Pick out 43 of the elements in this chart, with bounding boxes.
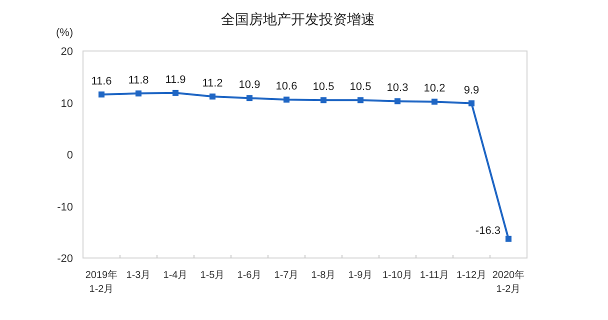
data-label: 11.2 xyxy=(202,78,223,90)
data-label: 9.9 xyxy=(464,84,480,96)
point xyxy=(394,98,400,104)
point xyxy=(284,96,290,103)
point xyxy=(136,90,142,96)
data-label: 11.6 xyxy=(91,75,112,88)
x-tick-label: 1-4月 xyxy=(163,270,188,281)
point xyxy=(172,90,178,96)
x-tick-label: 2019年 1-2月 xyxy=(85,269,118,295)
point xyxy=(246,95,252,102)
y-tick-label: 0 xyxy=(66,150,73,162)
x-tick-label: 1-12月 xyxy=(456,270,487,281)
x-tick-label: 1-8月 xyxy=(311,270,336,281)
title: 全国房地产开发投资增速 xyxy=(221,11,375,27)
point xyxy=(432,98,438,105)
data-label: 10.6 xyxy=(276,80,298,93)
data-label: 10.2 xyxy=(424,82,446,95)
data-label: 11.9 xyxy=(165,74,186,86)
point xyxy=(320,97,326,104)
data-label: -16.3 xyxy=(475,224,500,237)
x-tick-label: 1-6月 xyxy=(237,270,262,281)
x-tick-label: 1-3月 xyxy=(126,270,151,281)
y-tick-label: 10 xyxy=(60,98,73,110)
y-tick-label: -10 xyxy=(57,201,73,214)
data-label: 10.3 xyxy=(386,82,408,94)
y-tick-label: 20 xyxy=(60,46,73,58)
x-tick-label: 2020年 1-2月 xyxy=(492,269,525,295)
data-label: 10.5 xyxy=(350,81,372,94)
point xyxy=(358,97,364,104)
data-label: 10.5 xyxy=(312,81,334,94)
x-tick-label: 1-5月 xyxy=(200,270,225,281)
x-tick-label: 1-7月 xyxy=(274,270,299,281)
data-label: 11.8 xyxy=(128,74,149,86)
point xyxy=(98,91,104,98)
x-tick-label: 1-9月 xyxy=(348,270,373,281)
y-tick-label: -20 xyxy=(57,253,73,265)
ylabel: (%) xyxy=(56,27,74,39)
point xyxy=(506,236,512,242)
x-tick-label: 1-11月 xyxy=(420,270,450,281)
point xyxy=(468,100,474,106)
x-tick-label: 1-10月 xyxy=(382,270,413,281)
data-label: 10.9 xyxy=(238,79,260,92)
point xyxy=(210,94,216,100)
